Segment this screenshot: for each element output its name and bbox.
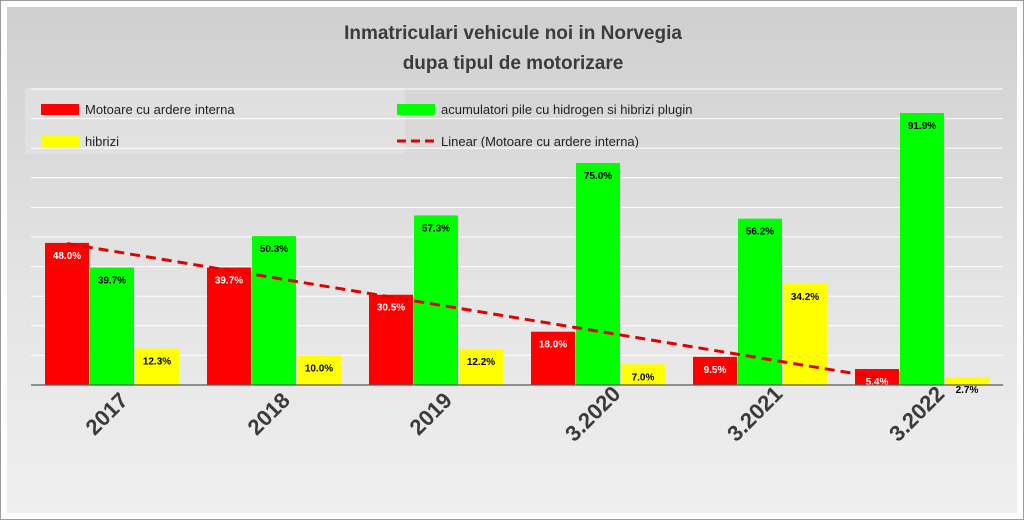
data-label: 39.7%: [98, 275, 126, 286]
bar-2017-s2: [135, 348, 179, 385]
data-label: 91.9%: [908, 121, 936, 132]
legend-label-electric: acumulatori pile cu hidrogen si hibrizi …: [441, 102, 692, 117]
bar-2019-s2: [459, 348, 503, 385]
legend-label-ice: Motoare cu ardere interna: [85, 102, 235, 117]
bar-3.2022-s1: [900, 112, 944, 385]
bar-3.2020-s0: [531, 331, 575, 385]
data-label: 12.2%: [467, 357, 495, 368]
bar-3.2022-s2: [945, 377, 989, 385]
data-label: 34.2%: [791, 292, 819, 303]
x-tick-label: 2018: [243, 388, 295, 440]
data-label: 12.3%: [143, 357, 171, 368]
data-label: 7.0%: [632, 372, 655, 383]
x-tick-label: 2019: [405, 388, 457, 440]
bar-3.2021-s2: [783, 283, 827, 385]
x-tick-label: 3.2020: [560, 381, 625, 446]
data-label: 39.7%: [215, 275, 243, 286]
bar-2019-s1: [414, 215, 458, 385]
gridlines: [31, 88, 1003, 356]
legend-swatch-ice: [41, 104, 79, 115]
bar-3.2021-s1: [738, 218, 782, 385]
legend-label-hybrid: hibrizi: [85, 134, 119, 149]
data-label: 10.0%: [305, 363, 333, 374]
bar-2017-s0: [45, 242, 89, 385]
legend-background: [25, 88, 405, 154]
x-tick-label: 2017: [81, 388, 133, 440]
data-label: 75.0%: [584, 171, 612, 182]
legend-swatch-hybrid: [41, 136, 79, 147]
bar-2018-s0: [207, 267, 251, 385]
bar-2019-s0: [369, 294, 413, 385]
legend-label-trendline: Linear (Motoare cu ardere interna): [441, 134, 639, 149]
chart-subtitle: dupa tipul de motorizare: [403, 53, 624, 74]
trendline-layer: [66, 242, 878, 379]
bars: [45, 112, 989, 385]
data-labels: 48.0% 39.7% 12.3% 39.7% 50.3% 10.0% 30.5% 57.3%…: [53, 121, 979, 396]
data-label: 9.5%: [704, 365, 727, 376]
bar-2017-s1: [90, 267, 134, 385]
data-label: 2.7%: [956, 385, 979, 396]
legend: Motoare cu ardere interna acumulatori pi…: [25, 88, 692, 154]
legend-swatch-electric: [397, 104, 435, 115]
data-label: 56.2%: [746, 227, 774, 238]
x-tick-label: 3.2021: [722, 381, 787, 446]
data-label: 48.0%: [53, 251, 81, 262]
data-label: 50.3%: [260, 244, 288, 255]
bar-2018-s1: [252, 236, 296, 385]
data-label: 30.5%: [377, 303, 405, 314]
x-axis-ticks: 2017 2018 2019 3.2020 3.2021 3.2022: [81, 381, 950, 446]
bar-3.2020-s1: [576, 163, 620, 385]
bar-3.2020-s2: [621, 364, 665, 385]
x-tick-label: 3.2022: [884, 381, 949, 446]
data-label: 18.0%: [539, 340, 567, 351]
data-label: 57.3%: [422, 223, 450, 234]
bar-3.2021-s0: [693, 356, 737, 385]
data-label: 5.4%: [866, 377, 889, 388]
chart-title: Inmatriculari vehicule noi in Norvegia: [344, 23, 682, 44]
trendline: [66, 242, 878, 379]
bar-2018-s2: [297, 355, 341, 385]
